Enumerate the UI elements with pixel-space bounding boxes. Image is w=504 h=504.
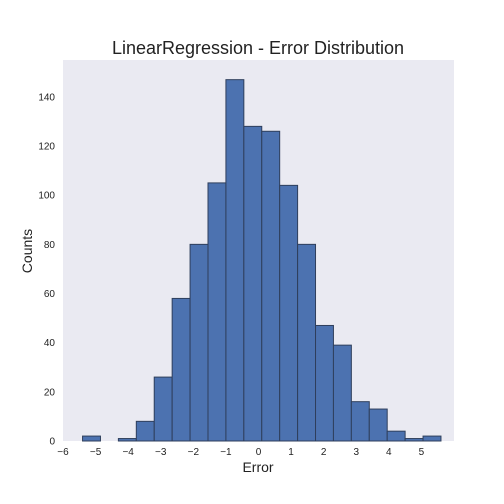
histogram-bar-11 <box>279 184 299 442</box>
histogram-bar-10 <box>261 130 281 442</box>
histogram-bar-5 <box>171 297 191 442</box>
histogram-bar-9 <box>243 125 263 442</box>
histogram-bar-15 <box>350 401 370 442</box>
histogram-bar-3 <box>135 420 155 442</box>
y-axis-label: Counts <box>19 229 35 273</box>
x-tick-label: 2 <box>321 447 327 458</box>
chart-title: LinearRegression - Error Distribution <box>112 38 404 58</box>
y-tick-label: 20 <box>44 387 56 398</box>
x-tick-label: −4 <box>122 447 134 458</box>
histogram-bar-13 <box>315 324 334 442</box>
histogram-bar-14 <box>332 344 352 442</box>
histogram-bar-7 <box>207 182 227 442</box>
x-tick-label: −5 <box>90 447 102 458</box>
histogram-bar-0 <box>82 435 101 442</box>
y-axis-ticks: 0 20 40 60 80 100 120 140 <box>38 92 55 447</box>
histogram-bar-6 <box>189 243 209 442</box>
histogram-bar-17 <box>386 430 406 442</box>
x-tick-label: 5 <box>419 447 425 458</box>
x-tick-label: 0 <box>256 447 262 458</box>
x-tick-label: −2 <box>188 447 200 458</box>
x-tick-label: 3 <box>353 447 359 458</box>
y-tick-label: 140 <box>38 92 55 103</box>
x-tick-label: 1 <box>288 447 294 458</box>
histogram-bars <box>82 79 442 442</box>
y-tick-label: 0 <box>49 437 55 448</box>
y-tick-label: 120 <box>38 142 55 153</box>
histogram-bar-2 <box>117 438 137 442</box>
x-axis-ticks: −6 −5 −4 −3 −2 −1 0 1 2 3 4 5 <box>57 447 424 458</box>
histogram-bar-16 <box>368 408 388 442</box>
histogram-bar-12 <box>297 243 317 442</box>
x-tick-label: 4 <box>386 447 392 458</box>
histogram-bar-4 <box>153 376 173 442</box>
histogram-bar-18 <box>404 438 424 442</box>
histogram-bar-19 <box>422 435 442 442</box>
x-tick-label: −3 <box>155 447 167 458</box>
x-tick-label: −1 <box>220 447 232 458</box>
x-tick-label: −6 <box>57 447 69 458</box>
y-tick-label: 40 <box>44 338 56 349</box>
histogram-bar-8 <box>225 79 245 442</box>
y-tick-label: 100 <box>38 191 55 202</box>
x-axis-label: Error <box>242 459 273 475</box>
y-tick-label: 80 <box>44 240 56 251</box>
y-tick-label: 60 <box>44 289 56 300</box>
